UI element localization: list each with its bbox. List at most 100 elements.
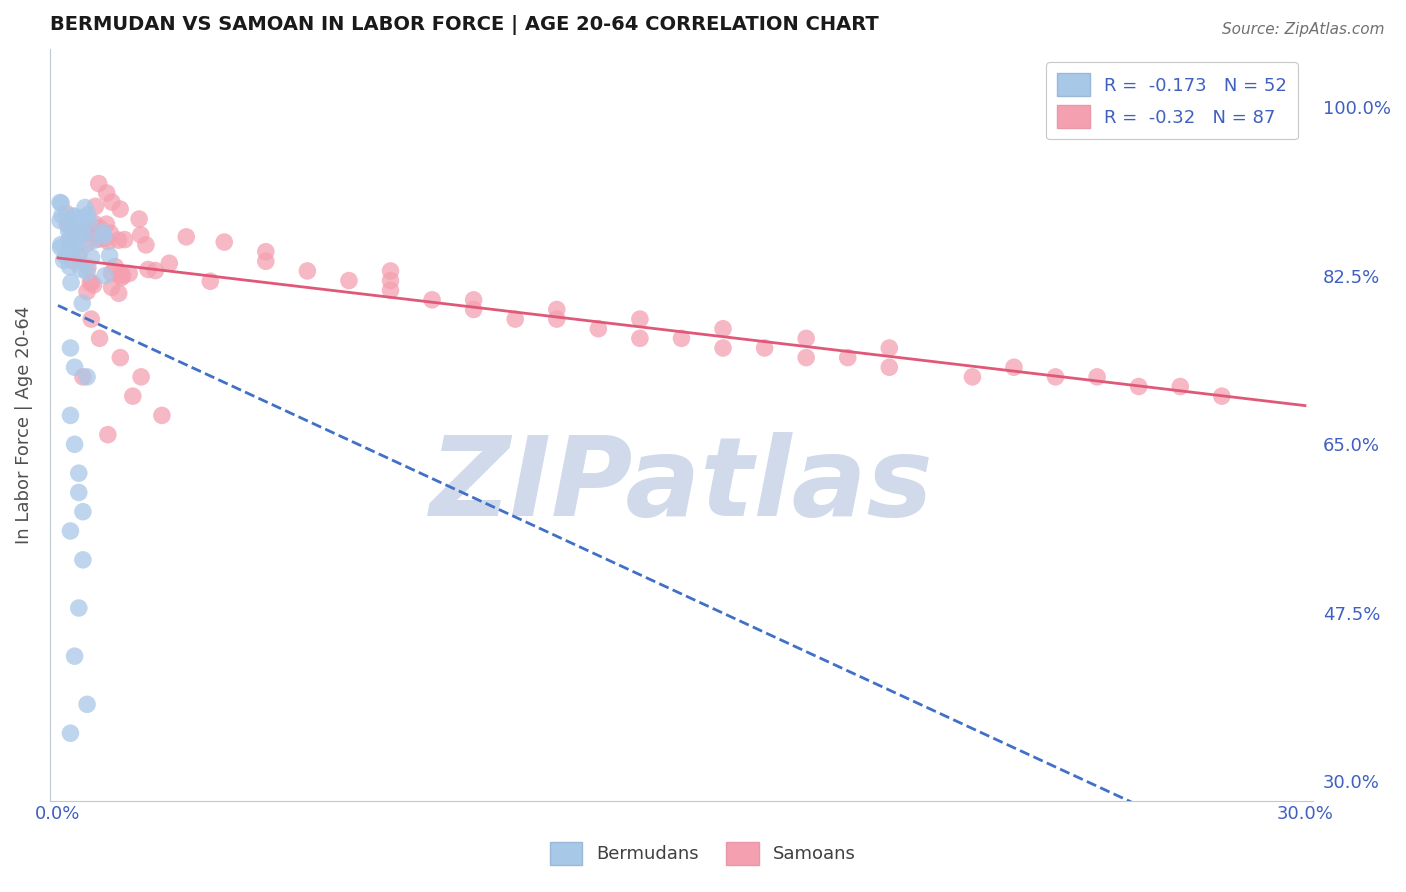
Point (58, 219, 80, 233)
Point (104, 260, 127, 274)
Point (1168, 379, 1191, 393)
Point (58, 243, 80, 257)
Point (72, 505, 94, 519)
Point (69, 261, 91, 276)
Point (135, 238, 157, 252)
Point (55, 206, 77, 220)
Point (58, 233, 80, 247)
Point (79, 215, 101, 229)
Point (60, 225, 83, 239)
Point (49, 195, 72, 210)
Point (80, 223, 103, 237)
Point (711, 322, 734, 336)
Point (49, 237, 72, 252)
Point (107, 286, 129, 301)
Point (72, 553, 94, 567)
Point (59, 213, 82, 227)
Point (51, 196, 73, 211)
Point (75, 237, 97, 252)
Point (1211, 389, 1233, 403)
Point (108, 202, 131, 216)
Point (67, 601, 90, 615)
Point (63, 235, 86, 250)
Point (503, 312, 526, 326)
Point (63, 210, 86, 224)
Point (107, 233, 129, 247)
Point (80, 276, 103, 290)
Point (80, 312, 103, 326)
Point (82, 234, 104, 248)
Point (628, 312, 651, 326)
Text: Source: ZipAtlas.com: Source: ZipAtlas.com (1222, 22, 1385, 37)
Point (97, 235, 120, 249)
Point (711, 341, 734, 355)
Point (136, 262, 159, 277)
Point (546, 312, 568, 326)
Point (420, 293, 443, 307)
Point (63, 240, 86, 254)
Point (83, 278, 105, 293)
Point (49, 241, 72, 255)
Point (110, 270, 132, 285)
Point (94, 231, 117, 245)
Point (63, 360, 86, 375)
Legend: Bermudans, Samoans: Bermudans, Samoans (543, 835, 863, 872)
Point (63, 437, 86, 451)
Point (55, 249, 77, 263)
Point (60, 276, 83, 290)
Point (463, 293, 485, 307)
Point (100, 266, 122, 280)
Point (1002, 360, 1025, 375)
Point (59, 260, 82, 274)
Point (75, 226, 97, 240)
Point (59, 341, 82, 355)
Point (121, 389, 143, 403)
Point (69, 244, 91, 259)
Point (59, 726, 82, 740)
Point (143, 263, 166, 277)
Point (63, 254, 86, 268)
Y-axis label: In Labor Force | Age 20-64: In Labor Force | Age 20-64 (15, 306, 32, 544)
Point (1045, 370, 1067, 384)
Point (118, 267, 141, 281)
Point (76, 260, 98, 275)
Point (97, 427, 120, 442)
Point (91, 225, 114, 239)
Point (98, 226, 121, 240)
Point (98, 249, 121, 263)
Point (59, 409, 82, 423)
Point (76, 698, 98, 712)
Point (671, 331, 693, 345)
Point (157, 256, 180, 270)
Point (63, 649, 86, 664)
Point (794, 351, 817, 365)
Point (794, 331, 817, 345)
Point (58, 235, 80, 249)
Point (380, 264, 402, 278)
Point (52, 253, 75, 268)
Point (110, 268, 132, 282)
Point (89, 331, 111, 345)
Point (90, 231, 112, 245)
Point (87, 177, 110, 191)
Point (337, 274, 360, 288)
Point (72, 370, 94, 384)
Text: BERMUDAN VS SAMOAN IN LABOR FORCE | AGE 20-64 CORRELATION CHART: BERMUDAN VS SAMOAN IN LABOR FORCE | AGE … (49, 15, 879, 35)
Point (879, 360, 901, 375)
Point (114, 233, 136, 247)
Point (754, 341, 776, 355)
Point (297, 264, 319, 278)
Point (84, 199, 107, 213)
Point (837, 351, 859, 365)
Point (76, 265, 98, 279)
Point (73, 211, 96, 225)
Point (110, 351, 132, 365)
Point (254, 254, 277, 268)
Point (628, 331, 651, 345)
Point (58, 224, 80, 238)
Point (67, 466, 90, 480)
Point (63, 225, 86, 239)
Point (96, 217, 118, 231)
Point (93, 229, 115, 244)
Point (89, 220, 111, 235)
